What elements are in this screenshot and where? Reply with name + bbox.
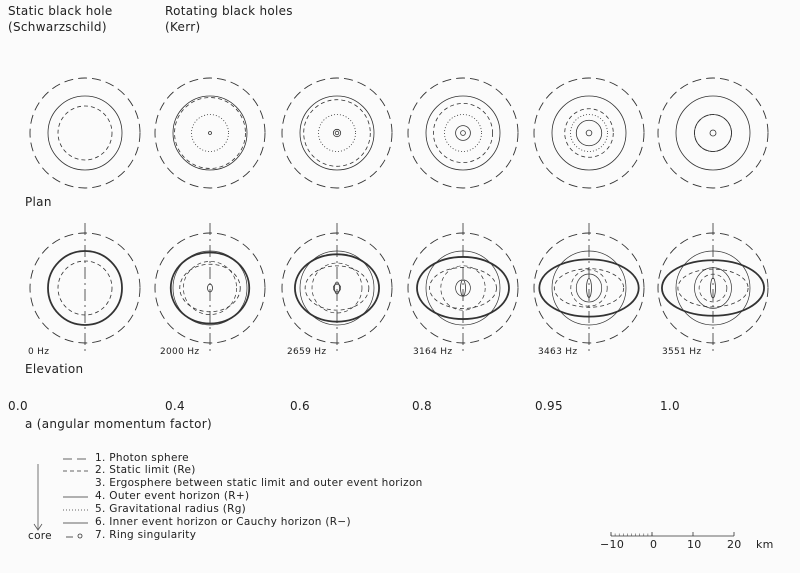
scale-unit: km	[756, 538, 774, 551]
static-limit-ellipse	[294, 253, 380, 323]
inner-event-horizon	[694, 267, 732, 309]
a-value: 0.8	[412, 399, 432, 413]
photon-sphere	[657, 77, 769, 189]
freq-label: 0 Hz	[28, 347, 50, 357]
ring-singularity	[334, 130, 340, 136]
outer-horizon-circle	[425, 250, 501, 326]
a-value: 0.6	[290, 399, 310, 413]
scale-tick: 20	[727, 538, 742, 551]
static-limit-ellipse	[661, 259, 765, 317]
outer-event-horizon	[432, 103, 493, 164]
ring-singularity	[334, 281, 340, 295]
gravitational-radius	[440, 265, 486, 311]
scale-tick: 10	[687, 538, 702, 551]
static-limit	[551, 95, 627, 171]
plan-label: Plan	[25, 195, 52, 209]
static-limit	[675, 95, 751, 171]
inner-event-horizon	[455, 125, 471, 141]
ring-singularity	[710, 277, 716, 299]
gravitational-radius	[318, 114, 356, 152]
rotating-subtitle: (Kerr)	[165, 20, 201, 34]
freq-label: 2659 Hz	[287, 347, 327, 357]
photon-sphere	[407, 77, 519, 189]
inner-event-horizon	[694, 114, 732, 152]
gravitational-radius	[570, 114, 608, 152]
gravitational-radius	[183, 261, 237, 315]
core-label: core	[28, 530, 52, 542]
outer-event-horizon	[174, 97, 246, 169]
static-limit-ellipse	[416, 256, 510, 320]
static-limit	[299, 95, 375, 171]
inner-event-horizon	[575, 119, 603, 147]
ring-singularity	[709, 129, 717, 137]
horizon-ellipse	[179, 263, 241, 313]
inner-event-horizon	[332, 283, 342, 293]
legend-item: 4. Outer event horizon (R+)	[95, 490, 250, 502]
outer-horizon-circle	[172, 250, 248, 326]
static-limit	[425, 95, 501, 171]
static-limit	[172, 95, 248, 171]
horizon-ellipse	[429, 267, 497, 309]
inner-event-horizon	[332, 128, 342, 138]
horizon-ellipse	[677, 268, 749, 308]
legend-item: 7. Ring singularity	[95, 529, 197, 541]
ring-singularity	[586, 278, 592, 298]
freq-label: 3551 Hz	[662, 347, 702, 357]
ring-singularity	[460, 279, 466, 297]
legend-item: 1. Photon sphere	[95, 452, 189, 464]
legend-item: 3. Ergosphere between static limit and o…	[95, 477, 423, 489]
freq-label: 3463 Hz	[538, 347, 578, 357]
gravitational-radius	[191, 114, 229, 152]
a-value: 0.4	[165, 399, 185, 413]
photon-sphere	[533, 77, 645, 189]
elevation-label: Elevation	[25, 362, 84, 376]
freq-label: 3164 Hz	[413, 347, 453, 357]
a-value: 0.95	[535, 399, 563, 413]
gravitational-radius	[311, 262, 363, 314]
static-title: Static black hole	[8, 4, 113, 18]
gravitational-radius	[698, 273, 728, 303]
photon-sphere	[29, 77, 141, 189]
static-limit-ellipse	[47, 250, 123, 326]
legend-item: 5. Gravitational radius (Rg)	[95, 503, 247, 515]
freq-label: 2000 Hz	[160, 347, 200, 357]
ring-singularity	[208, 131, 212, 135]
legend-sample	[77, 533, 83, 539]
gravitational-radius	[444, 114, 482, 152]
a-value: 1.0	[660, 399, 680, 413]
photon-sphere	[154, 77, 266, 189]
ring-singularity	[207, 283, 213, 293]
inner-event-horizon	[575, 273, 603, 303]
legend-item: 6. Inner event horizon or Cauchy horizon…	[95, 516, 351, 528]
scale-tick: −10	[600, 538, 625, 551]
legend-item: 2. Static limit (Re)	[95, 464, 196, 476]
horizon-ellipse	[553, 268, 625, 308]
static-subtitle: (Schwarzschild)	[8, 20, 107, 34]
rotating-title: Rotating black holes	[165, 4, 293, 18]
static-limit	[47, 95, 123, 171]
a-value: 0.0	[8, 399, 28, 413]
gravitational-radius	[570, 269, 608, 307]
ring-singularity	[460, 130, 466, 136]
outer-event-horizon	[303, 99, 371, 167]
static-limit-ellipse	[169, 251, 251, 325]
static-limit-ellipse	[538, 258, 640, 318]
ring-singularity	[585, 129, 593, 137]
horizon-ellipse	[304, 265, 370, 311]
event-horizon	[57, 105, 113, 161]
a-axis-label: a (angular momentum factor)	[25, 417, 212, 431]
core-arrow-head	[33, 523, 43, 531]
photon-sphere	[281, 77, 393, 189]
scale-tick: 0	[650, 538, 658, 551]
event-horizon	[57, 260, 113, 316]
outer-event-horizon	[564, 108, 614, 158]
outer-horizon-circle	[675, 250, 751, 326]
outer-horizon-circle	[551, 250, 627, 326]
outer-horizon-circle	[299, 250, 375, 326]
